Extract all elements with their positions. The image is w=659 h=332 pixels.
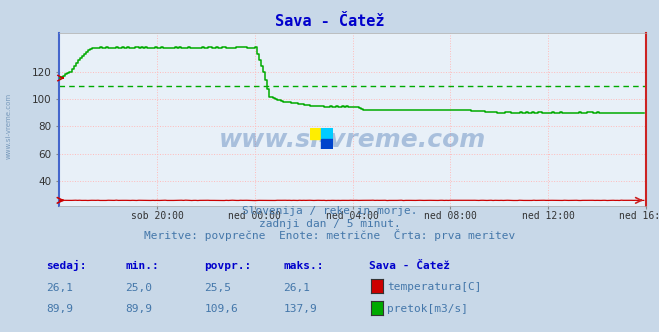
Text: 26,1: 26,1 — [283, 283, 310, 292]
Text: 89,9: 89,9 — [125, 304, 152, 314]
Text: temperatura[C]: temperatura[C] — [387, 283, 482, 292]
Text: maks.:: maks.: — [283, 261, 324, 271]
Text: sedaj:: sedaj: — [46, 260, 86, 271]
Text: Sava - Čatež: Sava - Čatež — [275, 14, 384, 29]
Text: min.:: min.: — [125, 261, 159, 271]
Bar — [310, 128, 322, 138]
Text: pretok[m3/s]: pretok[m3/s] — [387, 304, 469, 314]
Text: Slovenija / reke in morje.: Slovenija / reke in morje. — [242, 206, 417, 216]
Text: 25,0: 25,0 — [125, 283, 152, 292]
Text: Meritve: povprečne  Enote: metrične  Črta: prva meritev: Meritve: povprečne Enote: metrične Črta:… — [144, 229, 515, 241]
Text: 26,1: 26,1 — [46, 283, 73, 292]
Text: 109,6: 109,6 — [204, 304, 238, 314]
Text: zadnji dan / 5 minut.: zadnji dan / 5 minut. — [258, 219, 401, 229]
Text: 137,9: 137,9 — [283, 304, 317, 314]
Text: Sava - Čatež: Sava - Čatež — [369, 261, 450, 271]
Text: 25,5: 25,5 — [204, 283, 231, 292]
Bar — [322, 128, 333, 138]
Text: 89,9: 89,9 — [46, 304, 73, 314]
Text: povpr.:: povpr.: — [204, 261, 252, 271]
Bar — [322, 138, 333, 149]
Text: www.si-vreme.com: www.si-vreme.com — [219, 128, 486, 152]
Text: www.si-vreme.com: www.si-vreme.com — [5, 93, 11, 159]
